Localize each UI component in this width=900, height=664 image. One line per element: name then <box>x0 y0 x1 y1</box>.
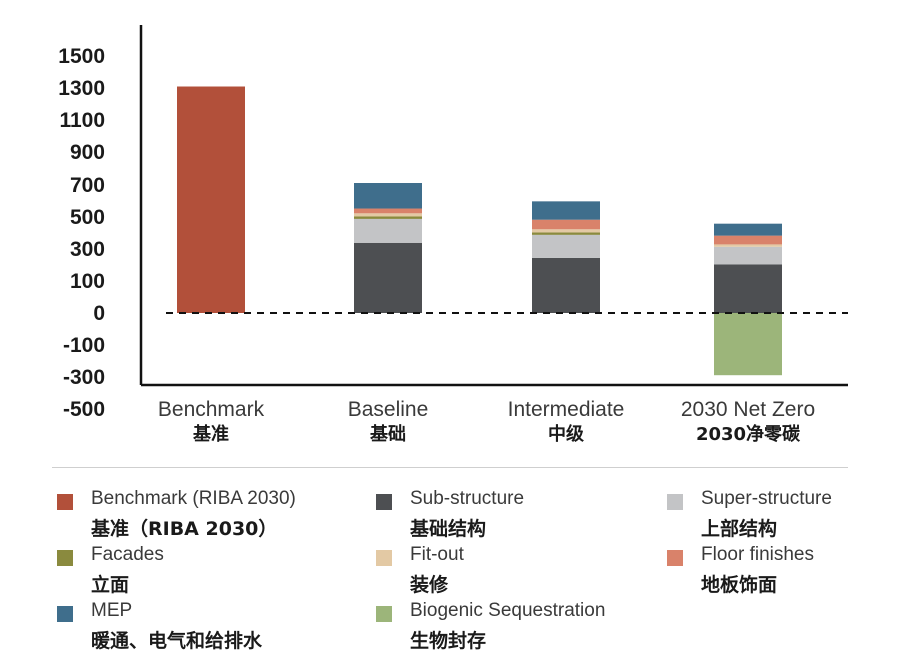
bar-super-1 <box>354 218 422 243</box>
bar-sub-1 <box>354 242 422 313</box>
legend-label: Fit-out <box>410 544 464 565</box>
y-tick-label: -500 <box>63 398 105 421</box>
legend-label-cn: 立面 <box>91 574 130 596</box>
legend: Benchmark (RIBA 2030) 基准（RIBA 2030） Sub-… <box>0 484 900 659</box>
y-tick-label: -300 <box>63 366 105 389</box>
y-tick-label: 700 <box>70 174 105 197</box>
y-tick-label: 1300 <box>58 77 105 100</box>
y-tick-label: 300 <box>70 238 105 261</box>
legend-label: Super-structure <box>701 488 832 509</box>
bar-mep-1 <box>354 183 422 209</box>
category-label-cn: 2030净零碳 <box>696 423 801 445</box>
category-label-cn: 中级 <box>548 423 585 445</box>
category-label: 2030 Net Zero <box>681 398 815 421</box>
category-label-cn: 基础 <box>369 423 406 445</box>
chart: 1500 1300 1100 900 700 500 300 100 0 -100 -300 -500… <box>58 25 848 445</box>
legend-label: Sub-structure <box>410 488 525 509</box>
legend-swatch-mep <box>57 606 73 622</box>
y-tick-label: 0 <box>93 302 105 325</box>
bar-floor-3 <box>714 235 782 245</box>
legend-swatch-biogenic <box>376 606 392 622</box>
bar-mep-3 <box>714 223 782 236</box>
bars <box>177 86 782 376</box>
legend-swatch-fit-out <box>376 550 392 566</box>
bar-floor-1 <box>354 208 422 214</box>
legend-swatch-floor-finishes <box>667 550 683 566</box>
legend-label: MEP <box>91 600 133 621</box>
y-tick-label: 1500 <box>58 45 105 68</box>
legend-divider <box>52 467 848 468</box>
legend-swatch-super-structure <box>667 494 683 510</box>
y-axis-ticks: 1500 1300 1100 900 700 500 300 100 0 -100 -300 -500 <box>58 45 105 421</box>
bar-biogenic-3 <box>714 313 782 376</box>
bar-fitout-2 <box>532 229 600 233</box>
legend-label-cn: 生物封存 <box>410 630 487 652</box>
legend-label-cn: 装修 <box>410 574 449 596</box>
y-tick-label: 1100 <box>59 109 105 132</box>
bar-facades-1 <box>354 216 422 219</box>
category-label: Intermediate <box>508 398 625 421</box>
legend-label: Biogenic Sequestration <box>410 600 606 621</box>
bar-mep-2 <box>532 201 600 220</box>
legend-label-cn: 暖通、电气和给排水 <box>91 630 263 652</box>
bar-fitout-1 <box>354 213 422 217</box>
legend-label-cn: 上部结构 <box>701 518 778 540</box>
legend-swatch-facades <box>57 550 73 566</box>
legend-swatch-sub-structure <box>376 494 392 510</box>
bar-benchmark-0 <box>177 86 245 313</box>
bar-super-3 <box>714 246 782 265</box>
legend-label-cn: 基础结构 <box>410 518 487 540</box>
y-tick-label: -100 <box>63 334 105 357</box>
legend-label: Facades <box>91 544 164 565</box>
legend-label-cn: 基准（RIBA 2030） <box>91 518 278 540</box>
legend-label: Benchmark (RIBA 2030) <box>91 488 296 509</box>
bar-super-2 <box>532 234 600 258</box>
legend-swatch-benchmark <box>57 494 73 510</box>
legend-label: Floor finishes <box>701 544 814 565</box>
category-label: Benchmark <box>158 398 265 421</box>
category-label-cn: 基准 <box>192 423 229 445</box>
bar-sub-3 <box>714 264 782 313</box>
bar-floor-2 <box>532 219 600 230</box>
y-tick-label: 100 <box>70 270 105 293</box>
y-tick-label: 500 <box>70 206 105 229</box>
bar-fitout-3 <box>714 244 782 247</box>
legend-label-cn: 地板饰面 <box>701 574 778 596</box>
y-tick-label: 900 <box>70 141 105 164</box>
bar-sub-2 <box>532 257 600 313</box>
bar-facades-2 <box>532 232 600 235</box>
category-label: Baseline <box>348 398 429 421</box>
